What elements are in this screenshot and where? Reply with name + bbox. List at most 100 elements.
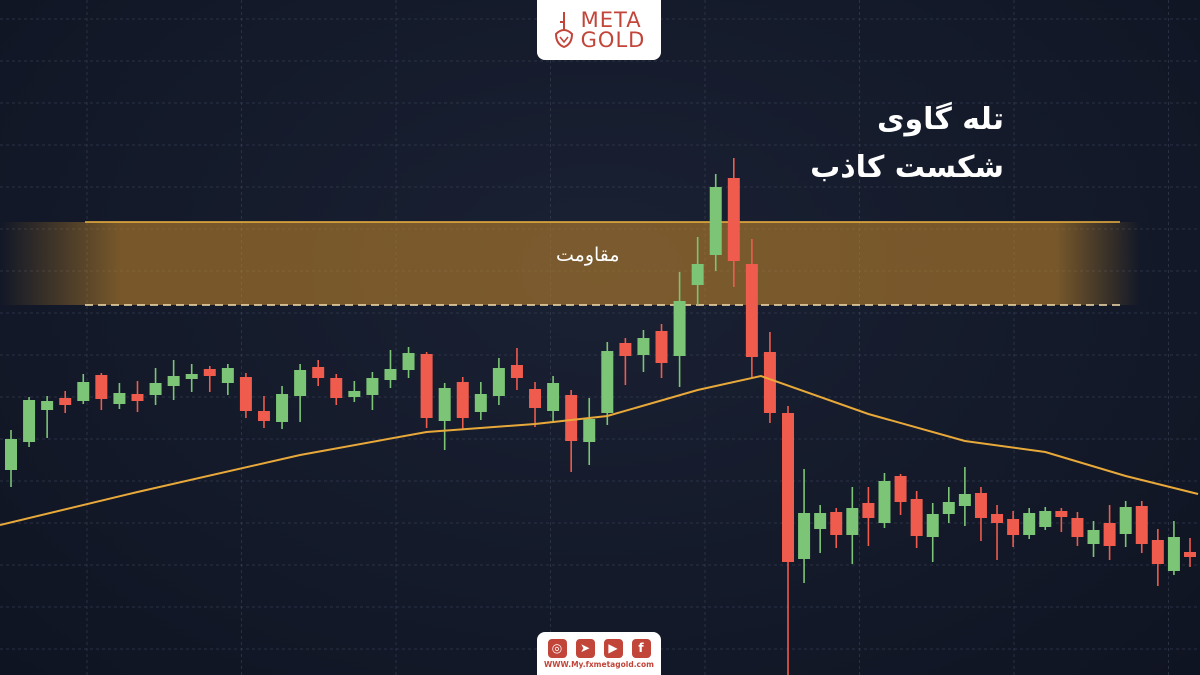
bullish-candle [798, 469, 811, 583]
candle-body [1103, 523, 1116, 546]
resistance-label: مقاومت [556, 244, 620, 266]
bullish-candle [1087, 521, 1100, 557]
candle-body [384, 369, 397, 380]
bullish-candle [958, 467, 971, 526]
bearish-candle [59, 391, 72, 413]
bearish-candle [239, 373, 252, 418]
resistance-zone [0, 221, 1200, 306]
candle-body [5, 439, 17, 470]
candle-body [438, 388, 451, 421]
bearish-candle [1055, 508, 1068, 532]
candle-body [958, 494, 971, 506]
candle-body [1007, 519, 1020, 535]
candle-body [474, 394, 487, 412]
bullish-candle [113, 383, 126, 409]
candle-body [862, 503, 875, 518]
candle-body [637, 338, 650, 355]
bearish-candle [782, 406, 795, 675]
candle-body [942, 502, 955, 514]
candle-body [974, 493, 987, 518]
candle-body [878, 481, 891, 523]
bullish-candle [294, 364, 307, 422]
resistance-zone-fill [0, 222, 1200, 305]
candle-body [167, 376, 180, 386]
candle-body [420, 354, 433, 418]
bullish-candle [926, 503, 939, 562]
candle-body [547, 383, 560, 411]
bullish-candle [637, 330, 650, 372]
bearish-candle [565, 390, 578, 472]
bearish-candle [991, 505, 1004, 560]
candle-body [1071, 518, 1084, 537]
candle-body [1023, 513, 1036, 535]
bearish-candle [312, 360, 325, 386]
candle-body [565, 395, 578, 441]
candle-body [745, 264, 758, 357]
candle-body [655, 331, 668, 363]
bullish-candle [942, 487, 955, 523]
bullish-candle [691, 237, 704, 305]
bearish-candle [1007, 511, 1020, 547]
bearish-candle [745, 239, 758, 377]
candle-body [814, 513, 827, 529]
bearish-candle [456, 377, 469, 430]
bullish-candle [221, 364, 234, 395]
bullish-candle [814, 505, 827, 553]
candle-body [149, 383, 162, 395]
bullish-candle [438, 383, 451, 450]
bullish-candle [583, 398, 596, 465]
bullish-candle [878, 473, 891, 528]
website-link[interactable]: WWW.My.fxmetagold.com [544, 660, 654, 669]
bullish-candle [149, 368, 162, 405]
bearish-candle [763, 332, 776, 423]
telegram-icon[interactable]: ➤ [575, 639, 595, 658]
bearish-candle [1151, 529, 1164, 586]
candle-body [991, 514, 1004, 523]
candle-body [830, 512, 843, 535]
bearish-candle [830, 508, 843, 548]
bullish-candle [709, 174, 722, 271]
bullish-candle [474, 382, 487, 420]
logo-text-meta: META [580, 8, 642, 32]
candle-body [763, 352, 776, 413]
candle-body [583, 419, 596, 442]
bearish-candle [131, 381, 144, 412]
candle-body [41, 401, 54, 410]
candle-body [312, 367, 325, 378]
bullish-candle [601, 342, 614, 425]
candle-body [1167, 537, 1180, 571]
candle-body [257, 411, 270, 421]
bearish-candle [95, 373, 108, 410]
bearish-candle [257, 396, 270, 428]
chart-title-line1: تله گاوی [876, 102, 1004, 137]
bearish-candle [1071, 512, 1084, 546]
bullish-candle [492, 358, 505, 405]
instagram-icon[interactable]: ◎ [547, 639, 567, 658]
bullish-candle [1167, 521, 1180, 575]
bull-horn-logo-icon [554, 12, 573, 49]
bullish-candle [384, 350, 397, 388]
bullish-candle [185, 364, 198, 392]
facebook-icon[interactable]: f [631, 639, 651, 658]
bullish-candle [167, 360, 180, 400]
candle-body [95, 375, 108, 399]
candle-body [113, 393, 126, 404]
bullish-candle [41, 396, 54, 438]
youtube-icon[interactable]: ▶ [603, 639, 623, 658]
candles [5, 158, 1196, 675]
candle-body [1055, 511, 1068, 517]
candle-body [203, 369, 216, 376]
candle-body [131, 394, 144, 401]
bearish-candle [727, 158, 740, 287]
bearish-candle [510, 348, 523, 390]
candle-body [1087, 530, 1100, 544]
bullish-candle [5, 430, 17, 487]
chart-title-line2: شکست کاذب [810, 150, 1004, 185]
candle-body [276, 394, 289, 422]
bullish-candle [77, 374, 90, 404]
bearish-candle [1103, 505, 1116, 560]
bullish-candle [23, 397, 36, 447]
candle-body [673, 301, 686, 356]
candle-body [59, 398, 72, 405]
candle-body [529, 389, 542, 408]
